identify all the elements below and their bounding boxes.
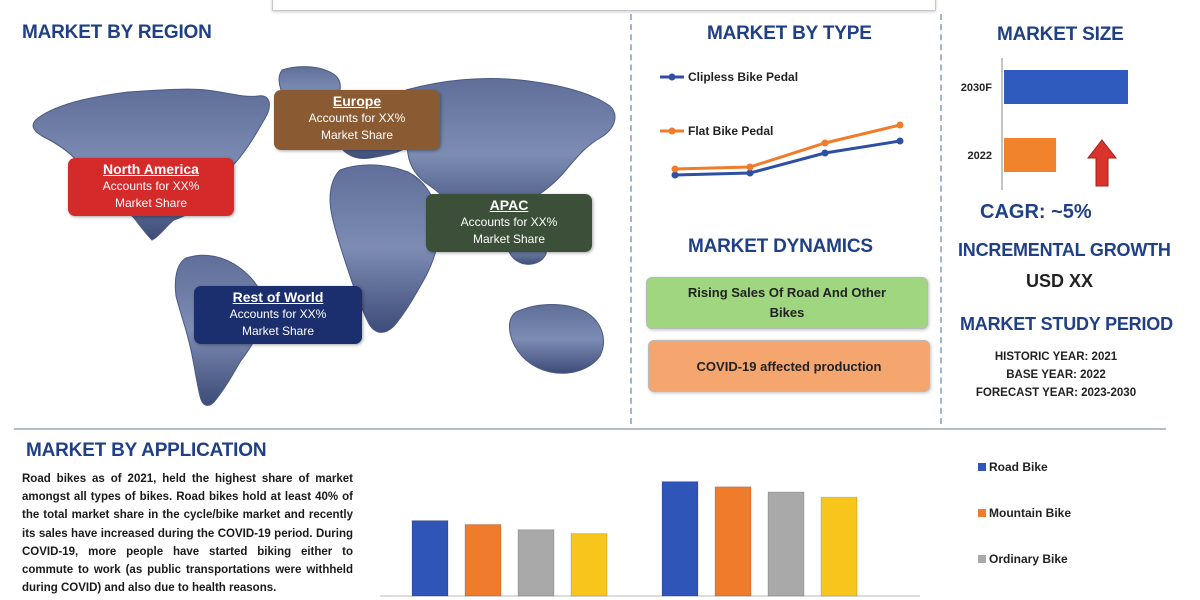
data-point <box>671 165 679 173</box>
legend-label: Ordinary Bike <box>989 552 1068 566</box>
app-bar-ordinary-bike <box>517 529 555 597</box>
growth-arrow-icon <box>1086 139 1118 187</box>
region-share-label: Market Share <box>241 324 315 338</box>
legend-marker-0 <box>668 73 676 81</box>
dynamics-challenge-text: COVID-19 affected production <box>696 358 882 374</box>
app-bar-mountain-bike <box>714 486 752 597</box>
app-bar-other <box>820 496 858 597</box>
size-category-label: 2022 <box>968 150 992 162</box>
legend-label-0: Clipless Bike Pedal <box>688 70 798 84</box>
incremental-growth-value: USD XX <box>1026 271 1094 291</box>
study-period-title: MARKET STUDY PERIOD <box>960 314 1173 334</box>
data-point <box>821 139 829 147</box>
app-bar-mountain-bike <box>464 524 502 597</box>
legend-swatch <box>978 555 986 563</box>
size-bar-chart: 2030F 2022 <box>961 58 1128 190</box>
region-share-label: Market Share <box>114 196 188 210</box>
region-share-line: Accounts for XX% <box>102 179 200 193</box>
data-point <box>896 137 904 145</box>
data-point <box>821 149 829 157</box>
region-share-line: Accounts for XX% <box>229 307 327 321</box>
app-bar-other <box>570 533 608 597</box>
region-card-rest-of-world: Rest of World Accounts for XX% Market Sh… <box>194 286 362 344</box>
size-bar-2030F <box>1004 70 1128 104</box>
divider-left <box>630 14 632 424</box>
legend-swatch <box>978 463 986 471</box>
region-name: North America <box>103 161 199 177</box>
cagr-value: CAGR: ~5% <box>980 201 1092 223</box>
region-share-line: Accounts for XX% <box>308 111 406 125</box>
application-paragraph: Road bikes as of 2021, held the highest … <box>22 473 353 595</box>
australia-shape <box>508 304 604 374</box>
region-card-europe: Europe Accounts for XX% Market Share <box>274 90 440 150</box>
dynamics-challenge-card: COVID-19 affected production <box>648 340 930 392</box>
series-line-0 <box>674 139 901 177</box>
size-title: MARKET SIZE <box>997 24 1124 45</box>
data-point <box>746 169 754 177</box>
legend-item: Road Bike <box>978 460 1048 474</box>
top-banner-frame <box>272 0 936 11</box>
data-point <box>746 163 754 171</box>
region-share-line: Accounts for XX% <box>460 215 558 229</box>
forecast-year: FORECAST YEAR: 2023-2030 <box>975 387 1137 399</box>
region-title: MARKET BY REGION <box>22 22 212 43</box>
app-bar-road-bike <box>411 520 449 597</box>
data-point <box>896 121 904 129</box>
region-name: Rest of World <box>232 289 324 305</box>
region-card-north-america: North America Accounts for XX% Market Sh… <box>68 158 234 216</box>
base-year: BASE YEAR: 2022 <box>1006 369 1106 381</box>
dynamics-title: MARKET DYNAMICS <box>688 236 873 257</box>
legend-item: Mountain Bike <box>978 506 1071 520</box>
divider-right <box>940 14 942 424</box>
series-line-1 <box>674 123 901 171</box>
size-bar-2022 <box>1004 138 1057 172</box>
region-name: Europe <box>332 93 382 109</box>
region-share-label: Market Share <box>472 232 546 246</box>
app-bar-road-bike <box>661 481 699 597</box>
incremental-growth-label: INCREMENTAL GROWTH <box>958 240 1171 260</box>
region-share-label: Market Share <box>320 128 394 142</box>
legend-label: Mountain Bike <box>989 506 1072 520</box>
app-bar-ordinary-bike <box>767 491 805 597</box>
type-line-chart: Clipless Bike Pedal Flat Bike Pedal <box>660 70 904 179</box>
dynamics-driver-card: Rising Sales Of Road And Other Bikes <box>646 277 928 329</box>
region-card-apac: APAC Accounts for XX% Market Share <box>426 194 592 252</box>
legend-item: Ordinary Bike <box>978 552 1068 566</box>
legend-marker-1 <box>668 127 676 135</box>
application-text-box: Road bikes as of 2021, held the highest … <box>22 470 353 600</box>
dynamics-driver-text: Rising Sales Of Road And Other Bikes <box>687 285 887 320</box>
section-divider <box>14 428 1166 430</box>
size-category-label: 2030F <box>961 82 992 94</box>
legend-swatch <box>978 509 986 517</box>
region-name: APAC <box>489 197 529 213</box>
legend-label-1: Flat Bike Pedal <box>688 124 773 138</box>
legend-label: Road Bike <box>989 460 1048 474</box>
application-title: MARKET BY APPLICATION <box>26 440 267 461</box>
data-point <box>671 171 679 179</box>
historic-year: HISTORIC YEAR: 2021 <box>994 351 1118 363</box>
application-bar-chart <box>380 481 920 597</box>
type-title: MARKET BY TYPE <box>707 23 872 44</box>
